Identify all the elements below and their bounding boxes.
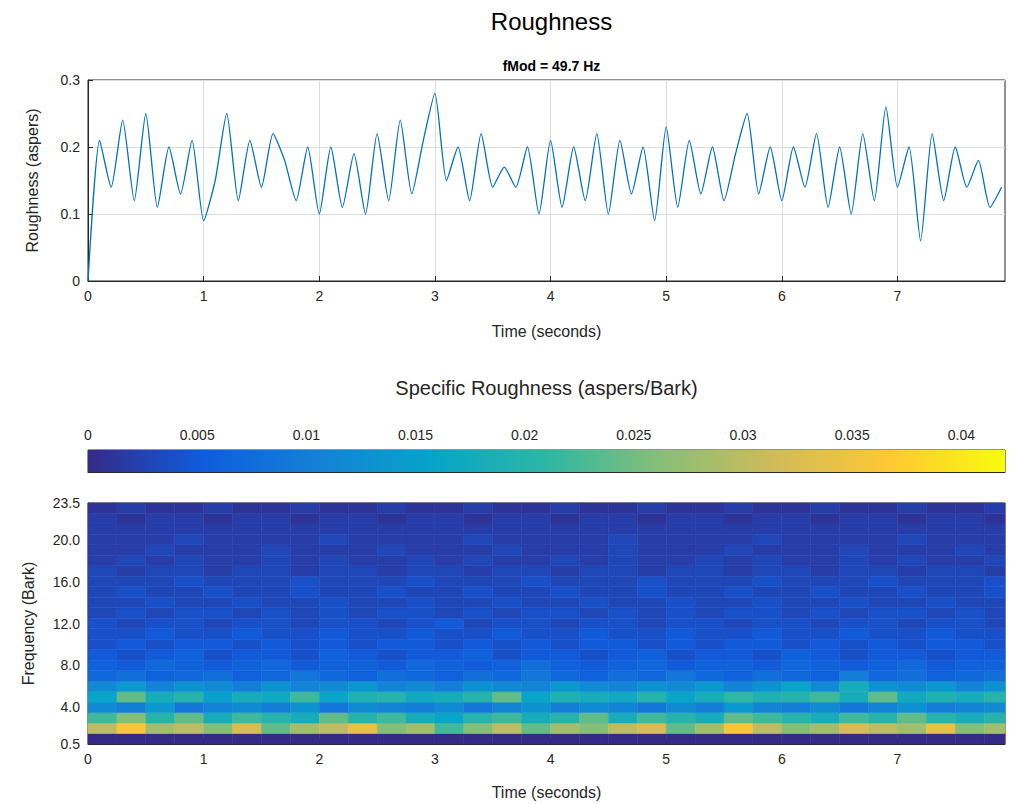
- svg-text:20.0: 20.0: [53, 532, 80, 548]
- svg-text:0: 0: [72, 273, 80, 289]
- svg-text:Roughness: Roughness: [491, 8, 612, 35]
- svg-text:0.1: 0.1: [61, 206, 81, 222]
- svg-text:16.0: 16.0: [53, 574, 80, 590]
- svg-text:0.015: 0.015: [398, 427, 433, 443]
- svg-text:1: 1: [200, 288, 208, 304]
- svg-text:6: 6: [778, 751, 786, 767]
- svg-text:5: 5: [662, 751, 670, 767]
- svg-text:fMod = 49.7 Hz: fMod = 49.7 Hz: [503, 58, 601, 74]
- svg-text:0.5: 0.5: [61, 736, 81, 752]
- svg-text:0.3: 0.3: [61, 72, 81, 88]
- svg-text:0: 0: [84, 751, 92, 767]
- svg-text:0.01: 0.01: [293, 427, 320, 443]
- svg-text:0.02: 0.02: [511, 427, 538, 443]
- svg-text:5: 5: [662, 288, 670, 304]
- svg-text:8.0: 8.0: [61, 657, 81, 673]
- svg-text:Time (seconds): Time (seconds): [492, 784, 602, 801]
- svg-text:4: 4: [547, 751, 555, 767]
- svg-text:4.0: 4.0: [61, 699, 81, 715]
- svg-text:7: 7: [894, 751, 902, 767]
- svg-text:3: 3: [431, 288, 439, 304]
- svg-text:0: 0: [84, 288, 92, 304]
- svg-text:Specific Roughness (aspers/Bar: Specific Roughness (aspers/Bark): [395, 377, 697, 399]
- svg-text:6: 6: [778, 288, 786, 304]
- svg-text:0.025: 0.025: [616, 427, 651, 443]
- svg-text:0.2: 0.2: [61, 139, 81, 155]
- svg-text:1: 1: [200, 751, 208, 767]
- svg-text:0.03: 0.03: [729, 427, 756, 443]
- svg-text:2: 2: [315, 751, 323, 767]
- svg-text:12.0: 12.0: [53, 616, 80, 632]
- svg-text:Time (seconds): Time (seconds): [492, 323, 602, 340]
- svg-text:3: 3: [431, 751, 439, 767]
- svg-text:Frequency (Bark): Frequency (Bark): [20, 562, 37, 686]
- svg-text:0.04: 0.04: [948, 427, 975, 443]
- svg-text:0: 0: [84, 427, 92, 443]
- svg-text:Roughness (aspers): Roughness (aspers): [24, 108, 41, 252]
- svg-text:2: 2: [315, 288, 323, 304]
- svg-text:0.035: 0.035: [835, 427, 870, 443]
- svg-text:0.005: 0.005: [180, 427, 215, 443]
- svg-text:23.5: 23.5: [53, 495, 80, 511]
- svg-text:7: 7: [894, 288, 902, 304]
- svg-text:4: 4: [547, 288, 555, 304]
